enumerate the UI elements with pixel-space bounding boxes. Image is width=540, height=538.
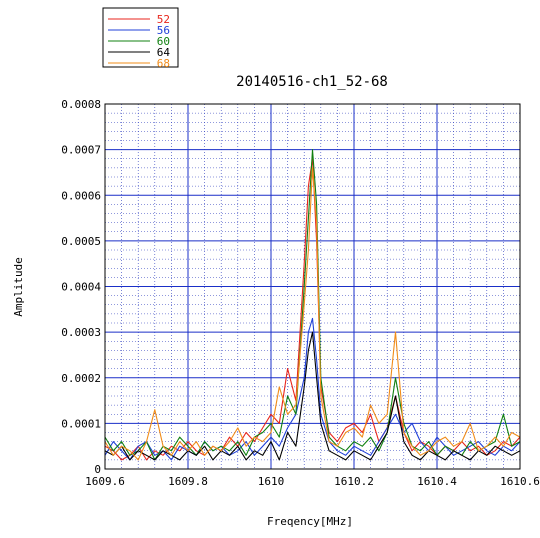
y-tick-label: 0.0002 (61, 372, 101, 385)
y-tick-label: 0.0008 (61, 98, 101, 111)
x-axis-label: Freqency[MHz] (267, 515, 353, 528)
legend-box (102, 7, 179, 68)
grid-minor (105, 104, 520, 469)
x-tick-label: 1610 (258, 475, 285, 488)
y-tick-label: 0.0005 (61, 235, 101, 248)
y-tick-label: 0.0006 (61, 189, 101, 202)
y-axis: 0 0.0001 0.0002 0.0003 0.0004 0.0005 0.0006 0.0… (61, 98, 101, 476)
series-line-68 (104, 167, 521, 461)
x-axis: 1609.6 1609.8 1610 1610.2 1610.4 1610.6 (85, 475, 540, 488)
chart-title: 20140516-ch1_52-68 (236, 74, 388, 90)
legend-label-64: 64 (157, 46, 171, 59)
x-tick-label: 1610.6 (500, 475, 540, 488)
y-axis-label: Amplitude (12, 257, 25, 317)
series-line-56 (104, 317, 521, 461)
y-tick-label: 0.0003 (61, 326, 101, 339)
plot-frame (104, 103, 521, 470)
legend-label-52: 52 (157, 13, 170, 26)
series-group (104, 149, 521, 461)
y-tick-label: 0.0004 (61, 281, 101, 294)
y-tick-label: 0 (94, 463, 101, 476)
y-tick-label: 0.0001 (61, 417, 101, 430)
x-tick-label: 1609.6 (85, 475, 125, 488)
legend-label-68: 68 (157, 57, 170, 70)
series-line-64 (104, 331, 521, 461)
plot-area (104, 103, 521, 470)
x-tick-label: 1609.8 (168, 475, 208, 488)
x-tick-label: 1610.4 (417, 475, 457, 488)
series-line-60 (104, 149, 521, 461)
x-tick-label: 1610.2 (334, 475, 374, 488)
legend-label-56: 56 (157, 24, 170, 37)
legend-label-60: 60 (157, 35, 170, 48)
y-tick-label: 0.0007 (61, 144, 101, 157)
